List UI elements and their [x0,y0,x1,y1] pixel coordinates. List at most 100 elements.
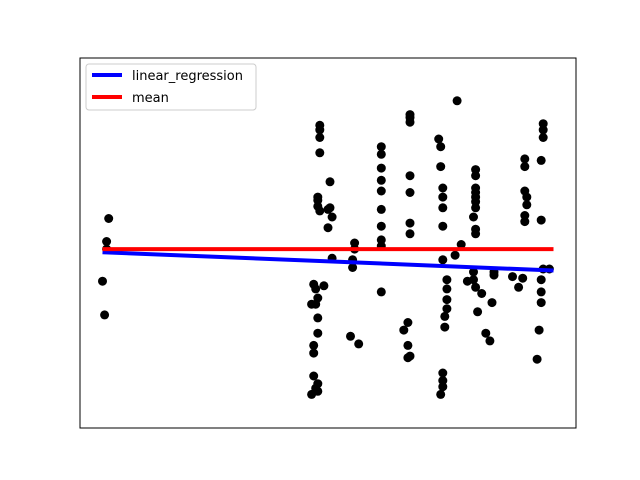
data-point [405,188,415,197]
data-point [452,96,462,106]
data-point [438,221,448,231]
data-point [538,125,548,135]
data-point [471,183,481,193]
data-point [536,275,546,285]
data-point [325,203,335,213]
data-point [471,282,481,292]
data-point [520,211,530,220]
data-point [477,289,487,298]
data-point [102,237,112,246]
data-point [98,276,107,286]
data-point [315,206,325,216]
lines-layer [102,247,554,273]
data-point [520,162,530,172]
data-point [313,192,323,202]
data-point [309,348,319,358]
data-point [376,221,386,231]
data-point [520,154,530,164]
data-point [313,328,323,338]
data-point [440,311,450,321]
legend: linear_regression mean [85,63,257,111]
data-point [325,177,335,187]
data-point [481,328,491,338]
data-point [399,325,409,335]
data-point [313,293,323,303]
plot-area [79,57,577,429]
data-point [438,255,448,265]
data-point [518,273,528,283]
data-point [538,119,548,129]
data-point [436,142,446,152]
data-point [471,224,481,234]
data-point [348,263,358,272]
data-point [522,200,532,210]
data-point [350,238,360,248]
data-point [538,133,548,142]
data-point [487,298,497,308]
data-point [489,270,499,280]
data-point [450,250,460,260]
data-point [313,313,323,323]
data-point [309,340,319,350]
data-point [442,275,452,285]
data-point [405,229,415,239]
data-point [438,192,448,202]
data-point [536,287,546,297]
data-point [319,281,329,291]
data-point [327,212,337,222]
data-point [469,212,478,222]
data-point [485,336,495,346]
data-point [376,287,386,297]
data-point [376,149,386,159]
data-point [438,203,448,213]
data-point [536,215,546,225]
data-point [346,331,355,341]
data-point [456,240,466,249]
series-line-linear-regression [102,250,554,273]
data-point [442,304,452,314]
data-point [104,214,114,223]
data-point [442,295,452,305]
data-point [405,171,415,181]
data-point [442,284,452,294]
data-point [405,110,415,120]
data-point [469,267,478,277]
data-point [508,272,517,282]
axes-frame [79,57,577,429]
data-point [376,163,386,173]
data-point [354,339,364,349]
data-point [403,318,413,327]
data-point [313,379,323,389]
data-point [313,386,323,396]
data-point [311,284,321,294]
data-point [405,218,415,228]
data-point [376,186,386,196]
data-point [532,354,542,364]
data-point [315,120,325,130]
data-point [471,165,481,175]
data-point [469,275,478,285]
data-point [438,382,448,392]
data-point [405,351,415,361]
data-point [323,223,333,233]
data-point [438,183,448,193]
data-point [438,368,448,378]
data-point [522,192,532,202]
data-point [536,155,546,165]
legend-label-mean: mean [132,91,169,106]
data-point [100,310,110,320]
data-point [376,235,386,245]
data-point [315,148,325,158]
data-point [434,134,444,144]
data-point [376,142,386,152]
data-point [436,389,446,399]
data-point [536,298,546,308]
data-point [440,322,450,332]
data-point [376,204,386,214]
legend-box [85,63,257,111]
legend-label-linear-regression: linear_regression [132,69,243,84]
points-layer [98,96,554,399]
data-point [376,175,386,185]
data-point [514,282,524,292]
